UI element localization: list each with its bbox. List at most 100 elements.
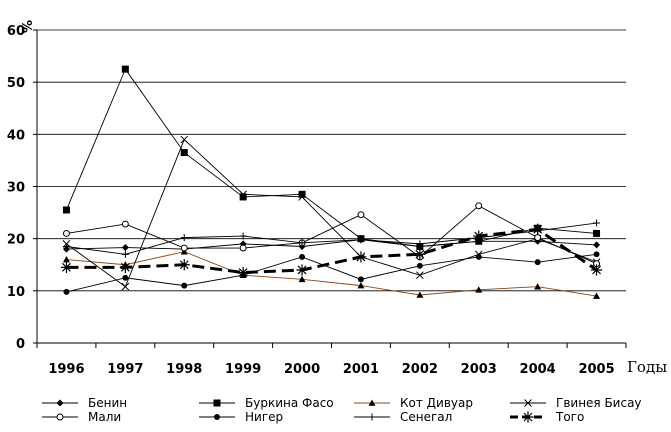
- series-8: [60, 223, 603, 279]
- series-6: [63, 251, 600, 295]
- legend-item-5: Мали: [42, 410, 121, 424]
- x-tick-label-2005: 2005: [578, 362, 614, 377]
- series-7-point-1996: [62, 242, 70, 250]
- y-tick-label-40: 40: [7, 128, 25, 143]
- legend-label-3: Кот Дивуар: [400, 396, 473, 410]
- legend-item-1: Бенин: [42, 396, 127, 410]
- series-8-point-2005: [590, 264, 603, 276]
- y-tick-label-10: 10: [7, 285, 25, 300]
- series-3: [62, 248, 601, 299]
- series-8-point-2004: [532, 223, 544, 235]
- series-line-7: [66, 222, 597, 255]
- legend-label-1: Бенин: [88, 396, 127, 410]
- legend-swatch-marker: [214, 414, 220, 420]
- x-axis-label: Годы: [627, 358, 667, 376]
- legend-swatch-marker: [368, 413, 376, 421]
- legend-item-3: Кот Дивуар: [354, 396, 473, 410]
- x-tick-label-1997: 1997: [107, 362, 143, 377]
- series-3-point-2002: [416, 291, 424, 298]
- y-tick-label-0: 0: [16, 337, 25, 352]
- y-tick-label-20: 20: [7, 233, 25, 248]
- x-tick-label-2002: 2002: [402, 362, 438, 377]
- x-tick-label-1996: 1996: [48, 362, 84, 377]
- series-8-point-2003: [473, 230, 485, 242]
- legend-label-7: Сенегал: [400, 410, 452, 424]
- series-6-point-2001: [357, 276, 364, 283]
- axis-layer: % Годы: [18, 20, 667, 376]
- x-tick-label-2004: 2004: [520, 362, 556, 377]
- series-2-point-1999: [239, 193, 247, 201]
- x-tick-label-1998: 1998: [166, 362, 202, 377]
- series-3-point-1996: [62, 256, 70, 263]
- series-3-point-2004: [534, 283, 542, 290]
- series-3-point-2000: [298, 275, 306, 283]
- series-8-point-1998: [178, 259, 190, 271]
- series-1-point-1997: [121, 244, 129, 252]
- legend: Бенин Буркина Фасо Кот Дивуар Гвинея Бисау М…: [42, 396, 642, 424]
- legend-label-5: Мали: [88, 410, 121, 424]
- series-7-point-2001: [357, 236, 365, 244]
- series-4-point-2000: [298, 193, 306, 201]
- series-4-point-1999: [239, 190, 248, 199]
- legend-item-6: Нигер: [199, 410, 283, 424]
- x-tick-label-2001: 2001: [343, 362, 379, 377]
- series-5-point-2004: [534, 234, 542, 242]
- series-5-point-1996: [62, 229, 70, 237]
- series-2: [62, 65, 601, 250]
- legend-swatch-marker: [522, 411, 534, 423]
- x-tick-label-1999: 1999: [225, 362, 261, 377]
- series-6-point-2005: [593, 251, 600, 258]
- series-7-point-2005: [593, 219, 601, 227]
- series-2-point-2000: [298, 190, 306, 198]
- series-3-point-2001: [357, 282, 365, 289]
- y-axis-label: %: [18, 20, 33, 33]
- series-6-point-1996: [63, 288, 70, 295]
- legend-swatch-marker: [368, 399, 376, 406]
- series-7-point-1998: [180, 234, 188, 242]
- series-layer: [60, 65, 603, 299]
- legend-swatch-marker: [213, 399, 221, 407]
- series-line-2: [66, 68, 597, 247]
- series-7-point-1999: [239, 232, 247, 240]
- series-5-point-1998: [180, 244, 188, 252]
- y-tick-label-60: 60: [7, 24, 25, 39]
- series-8-point-1997: [119, 261, 131, 273]
- legend-label-6: Нигер: [245, 410, 283, 424]
- legend-label-4: Гвинея Бисау: [556, 396, 642, 410]
- series-6-point-2002: [416, 262, 423, 269]
- legend-item-8: Того: [510, 410, 584, 424]
- legend-label-8: Того: [555, 410, 584, 424]
- series-4-point-1997: [121, 282, 130, 291]
- series-line-1: [66, 239, 597, 250]
- series-6-point-2004: [534, 259, 541, 266]
- y-tick-label-30: 30: [7, 181, 25, 196]
- x-tick-label-2000: 2000: [284, 362, 320, 377]
- series-3-point-2003: [475, 286, 483, 293]
- series-2-point-1996: [62, 206, 70, 214]
- series-1-point-2005: [593, 241, 601, 249]
- series-8-point-2000: [296, 264, 308, 276]
- legend-swatch-marker: [56, 413, 64, 421]
- x-tick-labels: 1996 1997 1998 1999 2000 2001 2002 2003 2004 2005: [36, 343, 627, 377]
- legend-swatch-marker: [56, 399, 64, 407]
- series-3-point-2005: [593, 292, 601, 299]
- series-5-point-1997: [121, 220, 129, 228]
- series-5: [62, 202, 601, 268]
- series-2-point-2005: [593, 229, 601, 237]
- series-line-4: [66, 138, 597, 288]
- y-tick-label-50: 50: [7, 76, 25, 91]
- legend-item-7: Сенегал: [354, 410, 452, 424]
- series-4-point-2002: [415, 271, 424, 280]
- series-8-point-2001: [355, 251, 367, 263]
- series-8-point-1999: [237, 266, 249, 279]
- series-5-point-1999: [239, 244, 247, 252]
- series-4-point-1998: [180, 135, 189, 144]
- grid-layer: [37, 29, 626, 292]
- series-2-point-1997: [121, 65, 129, 73]
- series-line-3: [66, 251, 597, 297]
- series-5-point-2001: [357, 211, 365, 219]
- legend-item-2: Буркина Фасо: [199, 396, 334, 410]
- series-8-point-2002: [414, 248, 426, 260]
- series-line-5: [66, 205, 597, 265]
